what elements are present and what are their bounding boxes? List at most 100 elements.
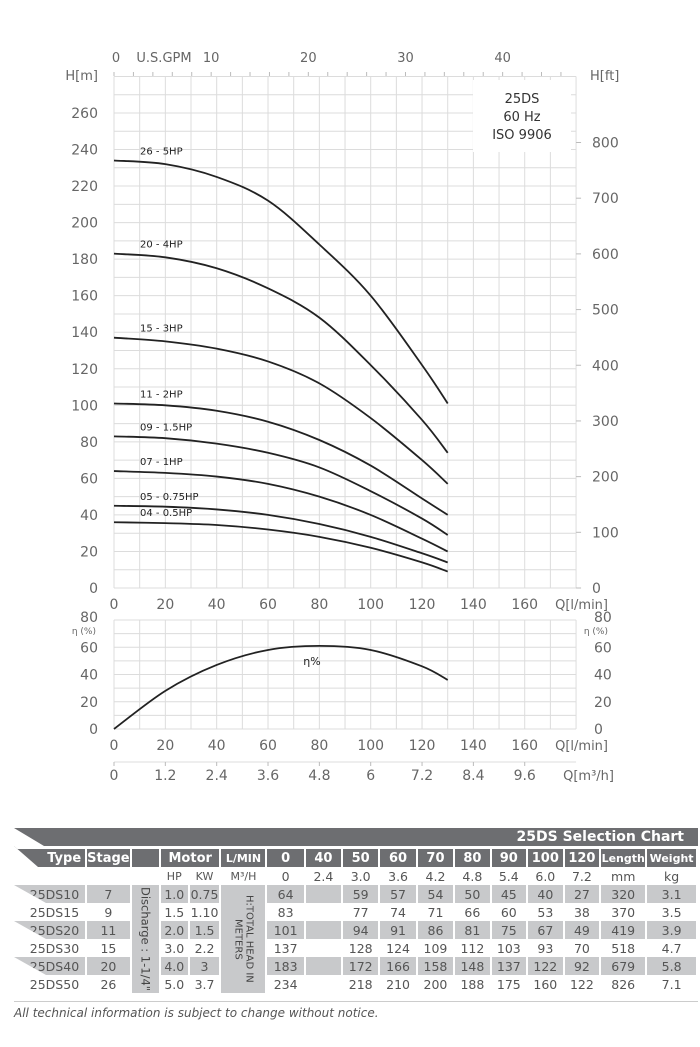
- x-tick-label: 40: [208, 597, 226, 613]
- cell-head: 38: [573, 904, 590, 920]
- cell-head: [306, 939, 341, 957]
- cell-length: 320: [601, 885, 646, 903]
- x-tick-label: 60: [259, 597, 277, 613]
- head-curve: [113, 252, 449, 454]
- cell-length: 679: [601, 957, 646, 975]
- cell-head: 83: [277, 904, 294, 920]
- header-flow: 40: [305, 846, 341, 867]
- head-curve: [113, 159, 449, 404]
- cell-length: 419: [601, 921, 646, 939]
- m3h-axis-label: Q[m³/h]: [563, 769, 614, 784]
- head-curve: [113, 521, 449, 573]
- x-tick-label: 100: [357, 597, 384, 613]
- cell-kw: 2.2: [194, 940, 215, 956]
- head-curve: [113, 435, 449, 536]
- head-label: H:TOTAL HEAD IN METERS: [221, 885, 266, 993]
- cell-head: 40: [528, 885, 563, 903]
- cell-stage: 11: [87, 921, 130, 939]
- eff-x-tick-label: 40: [208, 738, 226, 754]
- unit-hp: HP: [166, 869, 182, 883]
- cell-head: 200: [423, 976, 448, 992]
- cell-head: [306, 975, 341, 993]
- cell-weight: 3.1: [647, 885, 696, 903]
- cell-head: 122: [528, 957, 563, 975]
- cell-stage: 9: [104, 904, 113, 920]
- cell-weight: 5.8: [647, 957, 696, 975]
- header-weight: Weight: [647, 846, 696, 867]
- unit-flow: 4.8: [462, 868, 483, 884]
- cell-kw: 1.10: [190, 904, 219, 920]
- eff-y-tick-label: 60: [80, 640, 98, 656]
- header-type: Type: [14, 846, 86, 867]
- cell-head: 60: [500, 904, 517, 920]
- y-tick-label: 60: [80, 471, 98, 487]
- cell-type: 25DS20: [14, 921, 86, 939]
- cell-weight: 4.7: [661, 940, 682, 956]
- cell-head: 101: [267, 921, 304, 939]
- eff-y-tick-label: 0: [89, 722, 98, 738]
- cell-head: 53: [537, 904, 554, 920]
- m3h-tick-label: 3.6: [257, 768, 279, 784]
- cell-length: 518: [611, 940, 636, 956]
- header-flow: 120: [564, 846, 600, 867]
- cell-head: 109: [423, 940, 448, 956]
- unit-flow: 5.4: [498, 868, 519, 884]
- cell-head: 86: [417, 921, 454, 939]
- y-tick-label: 200: [71, 216, 98, 232]
- cell-weight: 7.1: [661, 976, 682, 992]
- cell-kw: 1.5: [189, 921, 220, 939]
- info-box: [473, 80, 571, 152]
- m3h-tick-label: 1.2: [154, 768, 176, 784]
- y-tick-label: 220: [71, 179, 98, 195]
- performance-chart: 25DS 60 Hz ISO 9906 0 U.S.GPM 10 20 30 40 H[m] H[f…: [65, 51, 619, 784]
- y2-axis-label: H[ft]: [590, 69, 619, 84]
- cell-head: 183: [267, 957, 304, 975]
- y-tick-label: 120: [71, 362, 98, 378]
- cell-head: 160: [533, 976, 558, 992]
- curve-label: 20 - 4HP: [140, 240, 183, 251]
- cell-head: 71: [427, 904, 444, 920]
- cell-hp: 5.0: [164, 976, 185, 992]
- unit-flow: 6.0: [535, 868, 556, 884]
- x-axis-label: Q[l/min]: [555, 598, 608, 613]
- cell-hp: 1.5: [164, 904, 185, 920]
- m3h-tick-label: 7.2: [411, 768, 433, 784]
- cell-hp: 1.0: [160, 885, 188, 903]
- cell-head: 137: [273, 940, 298, 956]
- y-tick-label: 260: [71, 106, 98, 122]
- cell-stage: 15: [100, 940, 117, 956]
- cell-head: 59: [342, 885, 379, 903]
- cell-head: 66: [464, 904, 481, 920]
- eff-y2-tick-label: 60: [594, 640, 612, 656]
- y-tick-label: 0: [89, 581, 98, 597]
- cell-head: 128: [348, 940, 373, 956]
- eff-y-tick-label: 80: [80, 610, 98, 626]
- cell-stage: 20: [87, 957, 130, 975]
- unit-weight: kg: [663, 868, 680, 884]
- cell-length: 370: [611, 904, 636, 920]
- curve-label: 15 - 3HP: [140, 324, 183, 335]
- y-tick-label: 80: [80, 435, 98, 451]
- cell-head: 94: [342, 921, 379, 939]
- cell-head: 210: [386, 976, 410, 992]
- header-flow: 90: [491, 846, 527, 867]
- unit-kw: KW: [195, 869, 214, 883]
- y-tick-label: 140: [71, 325, 98, 341]
- cell-head: 50: [455, 885, 490, 903]
- header-flow: 100: [528, 846, 563, 867]
- cell-head: 188: [460, 976, 485, 992]
- table-row: 25DS20 11 2.0 1.5 101 94 91 86 81 75 67 49 419 3.9: [14, 921, 696, 939]
- cell-head: 91: [380, 921, 416, 939]
- y2-tick-label: 0: [592, 581, 601, 597]
- m3h-tick-label: 0: [110, 768, 119, 784]
- y2-tick-label: 600: [592, 247, 619, 263]
- x-tick-label: 140: [460, 597, 487, 613]
- eff-y-axis-label: η (%): [72, 627, 96, 637]
- y2-tick-label: 800: [592, 136, 619, 152]
- y-tick-label: 240: [71, 143, 98, 159]
- cell-kw: 3.7: [194, 976, 215, 992]
- head-curve: [113, 336, 449, 485]
- top-tick-label: 0: [112, 51, 120, 66]
- cell-head: 166: [380, 957, 416, 975]
- cell-hp: 2.0: [160, 921, 188, 939]
